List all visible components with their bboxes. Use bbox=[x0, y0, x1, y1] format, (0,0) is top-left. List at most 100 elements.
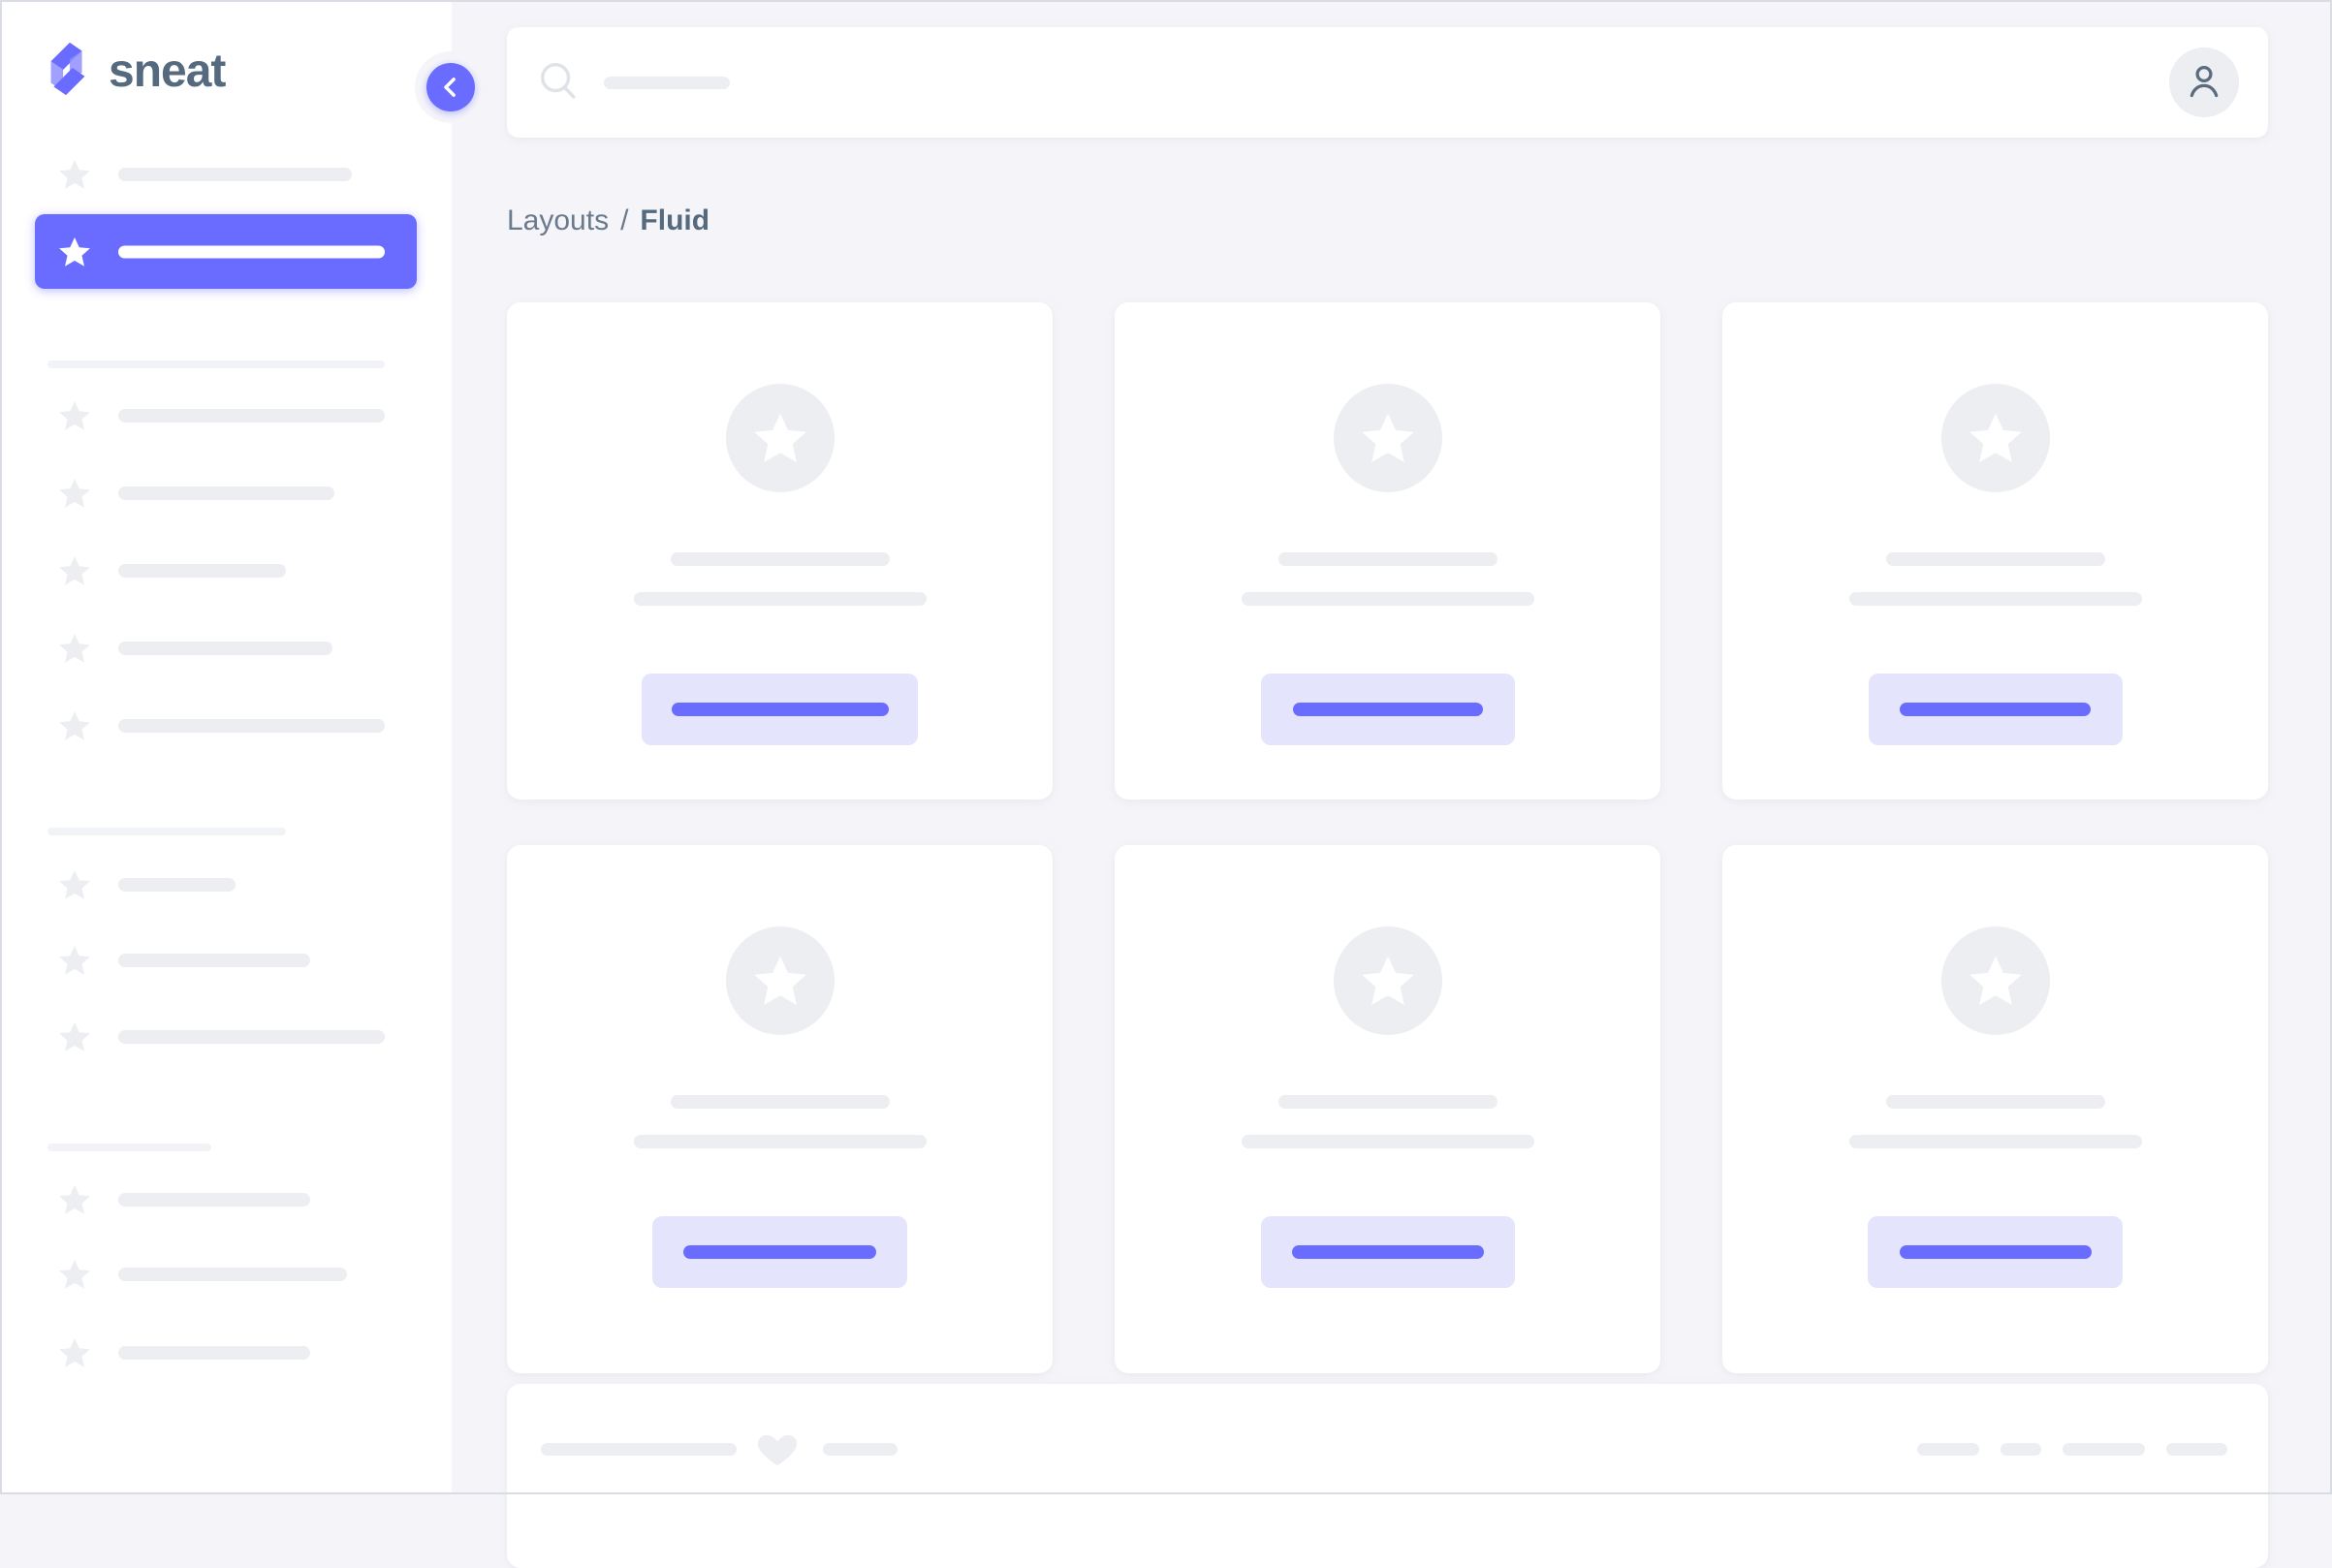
card-title-skeleton-bar bbox=[670, 1095, 890, 1109]
user-avatar-button[interactable] bbox=[2169, 47, 2239, 117]
menu-label-skeleton-bar bbox=[118, 245, 385, 258]
footer-link-skeleton-bar bbox=[2166, 1442, 2227, 1456]
button-label-skeleton-bar bbox=[683, 1245, 876, 1259]
card-action-button[interactable] bbox=[1260, 674, 1515, 745]
star-icon bbox=[58, 478, 91, 509]
sidebar-item[interactable] bbox=[0, 540, 452, 602]
breadcrumb: Layouts / Fluid bbox=[507, 204, 709, 238]
breadcrumb-parent[interactable]: Layouts bbox=[507, 204, 610, 236]
menu-label-skeleton-bar bbox=[118, 954, 310, 967]
menu-label-skeleton-bar bbox=[118, 642, 332, 655]
card-title-skeleton-bar bbox=[670, 552, 890, 566]
card-title-skeleton-bar bbox=[1885, 1095, 2105, 1109]
sidebar-item[interactable] bbox=[0, 1169, 452, 1231]
search-icon bbox=[536, 58, 581, 108]
star-icon bbox=[1968, 412, 2024, 464]
footer-link-skeleton-bar bbox=[2063, 1442, 2145, 1456]
footer-left-group bbox=[541, 1427, 898, 1471]
menu-label-skeleton-bar bbox=[118, 878, 236, 892]
button-label-skeleton-bar bbox=[671, 703, 889, 716]
footer-link-skeleton-bar bbox=[2001, 1442, 2041, 1456]
search-placeholder-bar bbox=[604, 76, 730, 89]
sidebar-item[interactable] bbox=[0, 929, 452, 991]
star-icon bbox=[58, 1021, 91, 1052]
card-subtitle-skeleton-bar bbox=[633, 592, 927, 606]
button-label-skeleton-bar bbox=[1899, 1245, 2092, 1259]
card-action-button[interactable] bbox=[1260, 1216, 1515, 1288]
card-title-skeleton-bar bbox=[1885, 552, 2105, 566]
footer-row bbox=[541, 1423, 2227, 1475]
app-name: sneat bbox=[109, 45, 226, 97]
card-subtitle-skeleton-bar bbox=[1848, 1135, 2142, 1148]
star-icon bbox=[58, 400, 91, 431]
skeleton-card bbox=[1115, 302, 1660, 800]
card-avatar-circle bbox=[1333, 926, 1442, 1035]
sidebar-item[interactable] bbox=[0, 1322, 452, 1384]
star-icon bbox=[58, 555, 91, 586]
card-subtitle-skeleton-bar bbox=[1241, 592, 1534, 606]
card-avatar-circle bbox=[1333, 384, 1442, 492]
menu-label-skeleton-bar bbox=[118, 719, 385, 733]
card-avatar-circle bbox=[725, 384, 835, 492]
sidebar-item[interactable] bbox=[0, 385, 452, 447]
star-icon bbox=[58, 869, 91, 900]
sidebar-item[interactable] bbox=[0, 1243, 452, 1305]
footer-text-skeleton-bar bbox=[823, 1442, 898, 1456]
search-bar[interactable] bbox=[507, 27, 2268, 138]
sidebar-item[interactable] bbox=[0, 1006, 452, 1068]
sidebar-collapse-button[interactable] bbox=[415, 51, 487, 123]
card-avatar-circle bbox=[1940, 926, 2050, 1035]
menu-label-skeleton-bar bbox=[118, 1268, 347, 1281]
sneat-logo-icon bbox=[45, 37, 91, 106]
card-action-button[interactable] bbox=[1868, 674, 2123, 745]
footer-text-skeleton-bar bbox=[541, 1442, 737, 1456]
sidebar-item[interactable] bbox=[0, 462, 452, 524]
sidebar-section-divider bbox=[47, 828, 286, 835]
star-icon bbox=[1360, 955, 1416, 1007]
star-icon bbox=[58, 1184, 91, 1215]
star-icon bbox=[58, 1337, 91, 1368]
skeleton-card bbox=[1722, 845, 2268, 1373]
person-icon bbox=[2182, 59, 2226, 107]
card-title-skeleton-bar bbox=[1277, 552, 1497, 566]
menu-label-skeleton-bar bbox=[118, 409, 385, 423]
sidebar-item[interactable] bbox=[0, 854, 452, 916]
sidebar-item[interactable] bbox=[0, 617, 452, 679]
menu-label-skeleton-bar bbox=[118, 168, 352, 181]
card-action-button[interactable] bbox=[652, 1216, 907, 1288]
sidebar-item[interactable] bbox=[0, 143, 452, 205]
menu-label-skeleton-bar bbox=[118, 1193, 310, 1207]
breadcrumb-current: Fluid bbox=[640, 204, 710, 236]
sidebar-item[interactable] bbox=[0, 695, 452, 757]
sidebar-item-active[interactable] bbox=[35, 214, 417, 289]
card-subtitle-skeleton-bar bbox=[1848, 592, 2142, 606]
sidebar-section-divider bbox=[47, 361, 385, 368]
star-icon bbox=[752, 412, 808, 464]
footer-link-skeleton-bar bbox=[1917, 1442, 1979, 1456]
star-icon bbox=[1360, 412, 1416, 464]
footer-card bbox=[507, 1384, 2268, 1568]
star-icon bbox=[58, 236, 91, 267]
skeleton-card bbox=[1115, 845, 1660, 1373]
main-content: Layouts / Fluid bbox=[452, 0, 2332, 1568]
card-avatar-circle bbox=[725, 926, 835, 1035]
button-label-skeleton-bar bbox=[1900, 703, 2091, 716]
card-title-skeleton-bar bbox=[1277, 1095, 1497, 1109]
star-icon bbox=[58, 710, 91, 741]
card-action-button[interactable] bbox=[1868, 1216, 2123, 1288]
sidebar-section-divider bbox=[47, 1144, 211, 1151]
card-subtitle-skeleton-bar bbox=[1241, 1135, 1534, 1148]
star-icon bbox=[752, 955, 808, 1007]
heart-icon bbox=[755, 1427, 800, 1471]
skeleton-card bbox=[507, 302, 1053, 800]
card-action-button[interactable] bbox=[642, 674, 918, 745]
chevron-left-icon bbox=[426, 63, 475, 111]
star-icon bbox=[58, 633, 91, 664]
skeleton-card bbox=[507, 845, 1053, 1373]
breadcrumb-separator: / bbox=[620, 204, 629, 236]
card-avatar-circle bbox=[1940, 384, 2050, 492]
menu-label-skeleton-bar bbox=[118, 1346, 310, 1360]
star-icon bbox=[58, 159, 91, 190]
app-logo: sneat bbox=[45, 37, 226, 106]
sidebar: sneat bbox=[0, 0, 487, 1494]
